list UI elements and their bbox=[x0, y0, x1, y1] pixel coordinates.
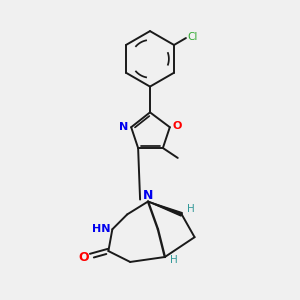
Text: HN: HN bbox=[92, 224, 110, 234]
Text: H: H bbox=[170, 255, 178, 265]
Text: N: N bbox=[143, 189, 153, 202]
Text: H: H bbox=[187, 204, 194, 214]
Polygon shape bbox=[148, 202, 182, 216]
Text: N: N bbox=[119, 122, 128, 132]
Text: Cl: Cl bbox=[187, 32, 197, 42]
Text: O: O bbox=[78, 251, 88, 265]
Text: O: O bbox=[173, 121, 182, 131]
